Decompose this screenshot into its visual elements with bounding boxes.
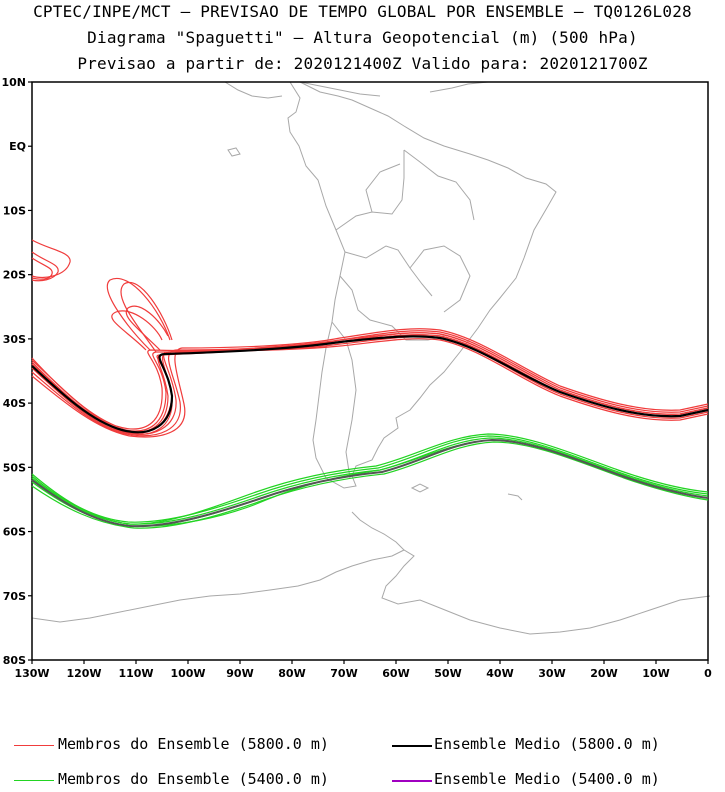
member-5400-line: [31, 441, 709, 529]
longitude-label: 110W: [118, 667, 153, 680]
longitude-label: 80W: [278, 667, 305, 680]
member-5400-line: [31, 433, 709, 525]
latitude-label: EQ: [9, 140, 26, 153]
longitude-label: 50W: [434, 667, 461, 680]
mean-5400-line: [31, 438, 709, 528]
member-5800-loop: [31, 257, 53, 280]
member-5400-line: [31, 435, 709, 523]
member-5800-line: [31, 334, 709, 433]
legend-mean-5800: Ensemble Medio (5800.0 m): [434, 735, 660, 753]
coastlines: [31, 81, 711, 635]
map-border: [31, 81, 709, 661]
latitude-label: 10S: [3, 204, 26, 217]
latitude-label: 80S: [3, 654, 26, 667]
longitude-label: 20W: [590, 667, 617, 680]
antarctic-peninsula: [351, 511, 405, 551]
legend-members-5400: Membros do Ensemble (5400.0 m): [58, 770, 329, 788]
member-5800-loop: [107, 277, 171, 351]
chart-title: CPTEC/INPE/MCT — PREVISAO DE TEMPO GLOBA…: [33, 2, 692, 21]
member-5800-line: [31, 328, 709, 438]
legend-swatch-members-5400: [14, 780, 54, 781]
longitude-label: 10W: [642, 667, 669, 680]
longitude-label: 90W: [226, 667, 253, 680]
longitude-label: 30W: [538, 667, 565, 680]
longitude-label: 120W: [66, 667, 101, 680]
latitude-label: 20S: [3, 269, 26, 282]
longitude-label: 40W: [486, 667, 513, 680]
legend-swatch-members-5800: [14, 745, 54, 746]
member-5400-line: [31, 439, 709, 527]
galapagos-islands: [227, 147, 241, 157]
latitude-label: 60S: [3, 526, 26, 539]
longitude-labels: 130W 120W 110W 100W 90W 80W 70W 60W 50W 40W 30W 20W…: [14, 660, 712, 680]
member-5800-line: [31, 332, 709, 435]
member-5800-loop: [120, 281, 173, 353]
member-5800-line: [31, 330, 709, 437]
legend-swatch-mean-5400: [392, 780, 432, 782]
member-5800-line: [31, 338, 709, 430]
longitude-label: 60W: [382, 667, 409, 680]
central-america-coastline: [224, 81, 489, 99]
latitude-label: 30S: [3, 333, 26, 346]
legend-mean-5400: Ensemble Medio (5400.0 m): [434, 770, 660, 788]
member-5400-line: [31, 439, 709, 527]
longitude-label: 70W: [330, 667, 357, 680]
south-america-coastline: [287, 81, 557, 489]
longitude-label: 100W: [170, 667, 205, 680]
longitude-label: 130W: [14, 667, 49, 680]
mean-5800-line: [31, 335, 709, 434]
member-5800-loop: [31, 239, 71, 279]
member-5800-line: [31, 336, 709, 432]
latitude-label: 10N: [1, 76, 26, 89]
antarctica-coastline: [31, 549, 711, 635]
member-5800-loop: [111, 310, 163, 351]
latitude-label: 50S: [3, 461, 26, 474]
south-georgia: [507, 493, 523, 501]
latitude-label: 70S: [3, 590, 26, 603]
chart-subtitle: Diagrama "Spaguetti" — Altura Geopotenci…: [87, 28, 638, 47]
falkland-islands: [410, 483, 430, 493]
legend-members-5800: Membros do Ensemble (5800.0 m): [58, 735, 329, 753]
member-5800-line: [31, 332, 709, 436]
legend-swatch-mean-5800: [392, 745, 432, 747]
member-5800-loop: [31, 251, 59, 282]
member-5400-line: [31, 437, 709, 525]
country-borders: [331, 149, 475, 479]
forecast-dates: Previsao a partir de: 2020121400Z Valido…: [77, 54, 648, 73]
map-frame: [31, 81, 709, 661]
members-5400-lines: [31, 433, 709, 529]
longitude-label: 0: [704, 667, 712, 680]
member-5800-line: [31, 334, 709, 434]
member-5800-loop: [125, 305, 169, 351]
latitude-labels: 10N EQ 10S 20S 30S 40S 50S 60S 70S 80S: [1, 76, 32, 667]
latitude-label: 40S: [3, 397, 26, 410]
